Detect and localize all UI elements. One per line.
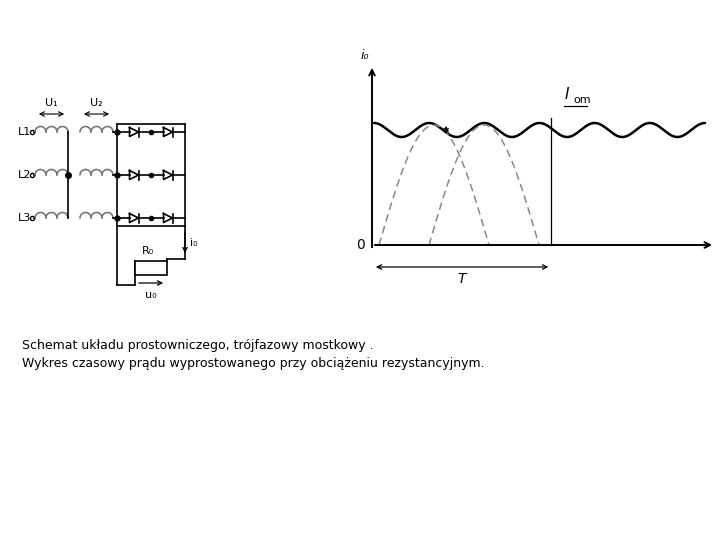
Text: U₁: U₁ xyxy=(45,98,58,108)
Text: R₀: R₀ xyxy=(142,246,154,256)
Bar xyxy=(135,261,167,275)
Text: L3: L3 xyxy=(18,213,31,223)
Text: i₀: i₀ xyxy=(361,49,369,62)
Text: t: t xyxy=(718,238,720,252)
Text: i₀: i₀ xyxy=(190,238,197,247)
Text: U₂: U₂ xyxy=(90,98,103,108)
Text: L1: L1 xyxy=(18,127,31,137)
Text: Wykres czasowy prądu wyprostowanego przy obciążeniu rezystancyjnym.: Wykres czasowy prądu wyprostowanego przy… xyxy=(22,356,485,369)
Text: L2: L2 xyxy=(18,170,32,180)
Text: u₀: u₀ xyxy=(145,290,157,300)
Text: 0: 0 xyxy=(356,238,365,252)
Text: T: T xyxy=(457,272,466,286)
Text: om: om xyxy=(573,95,590,105)
Text: Schemat układu prostowniczego, trójfazowy mostkowy .: Schemat układu prostowniczego, trójfazow… xyxy=(22,339,374,352)
Text: I: I xyxy=(565,87,570,102)
